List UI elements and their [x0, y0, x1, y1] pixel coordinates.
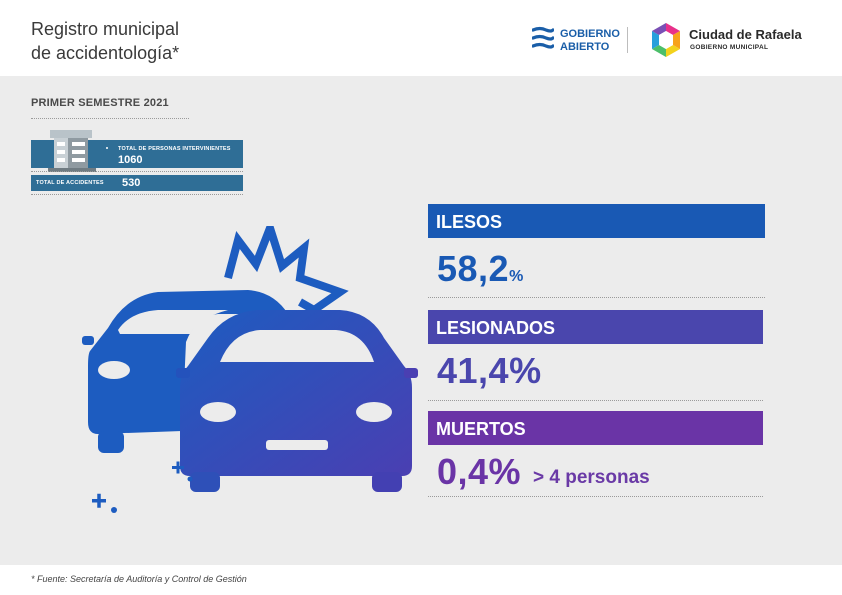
gobierno-abierto-logo-icon — [532, 26, 554, 49]
ciudad-rafaela-logo-subtitle: GOBIERNO MUNICIPAL — [690, 44, 769, 51]
gobierno-abierto-line1: GOBIERNO — [560, 28, 620, 40]
accidents-summary-box — [31, 175, 243, 191]
muertos-divider — [428, 496, 763, 497]
source-footnote: * Fuente: Secretaría de Auditoría y Cont… — [31, 574, 247, 584]
header: Registro municipal de accidentología* GO… — [0, 0, 842, 76]
persons-bullet — [106, 147, 108, 149]
logo-separator — [627, 27, 628, 53]
lesionados-divider — [428, 400, 763, 401]
period-divider — [31, 118, 189, 119]
ilesos-value: 58,2% — [437, 248, 523, 290]
muertos-bar — [428, 411, 763, 445]
lesionados-bar — [428, 310, 763, 344]
building-icon — [48, 130, 96, 172]
ciudad-rafaela-logo-icon — [652, 23, 680, 57]
lesionados-label: LESIONADOS — [436, 318, 556, 338]
gobierno-abierto-logo-text: GOBIERNO ABIERTO — [560, 28, 630, 54]
accidents-value: 530 — [122, 177, 141, 189]
ilesos-label: ILESOS — [436, 212, 503, 232]
ilesos-divider — [428, 297, 765, 298]
ilesos-value-number: 58,2 — [437, 248, 510, 289]
accidents-label: TOTAL DE ACCIDENTES — [36, 180, 104, 186]
sparkle-icon — [92, 461, 193, 513]
period-label: PRIMER SEMESTRE 2021 — [31, 97, 169, 109]
summary-divider-1 — [31, 171, 243, 172]
persons-label: TOTAL DE PERSONAS INTERVINIENTES — [118, 146, 231, 152]
muertos-note: > 4 personas — [533, 467, 650, 488]
crashed-cars-icon — [82, 226, 418, 513]
muertos-label: MUERTOS — [436, 419, 526, 439]
muertos-value-number: 0,4% — [437, 451, 522, 492]
ilesos-value-percent: % — [509, 268, 524, 285]
persons-value: 1060 — [118, 154, 143, 166]
muertos-value: 0,4% — [437, 451, 521, 493]
summary-divider-2 — [31, 194, 243, 195]
ciudad-rafaela-logo-title: Ciudad de Rafaela — [689, 27, 802, 42]
page-title-line1: Registro municipal — [31, 19, 180, 39]
lesionados-value: 41,4% — [437, 350, 542, 392]
lesionados-value-number: 41,4% — [437, 350, 542, 391]
ilesos-bar — [428, 204, 765, 238]
page-title: Registro municipal de accidentología* — [31, 17, 291, 65]
page-title-line2: de accidentología* — [31, 43, 180, 63]
gobierno-abierto-line2: ABIERTO — [560, 41, 610, 53]
